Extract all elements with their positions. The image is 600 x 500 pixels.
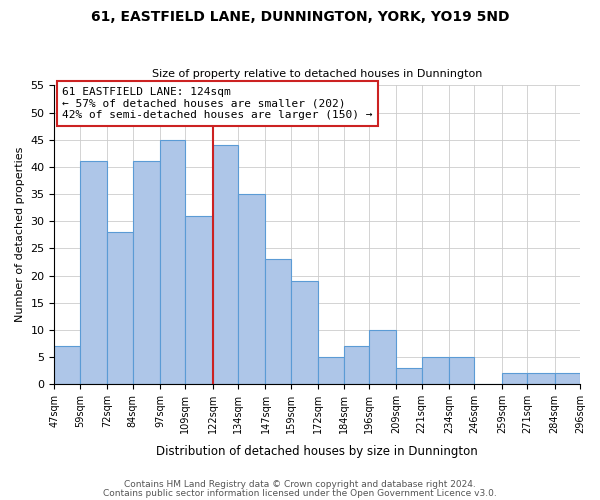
Bar: [160, 140, 185, 384]
Bar: [422, 357, 449, 384]
Bar: [265, 260, 291, 384]
Bar: [291, 281, 318, 384]
Text: Contains HM Land Registry data © Crown copyright and database right 2024.: Contains HM Land Registry data © Crown c…: [124, 480, 476, 489]
Bar: [133, 162, 160, 384]
Bar: [80, 162, 107, 384]
Text: 61, EASTFIELD LANE, DUNNINGTON, YORK, YO19 5ND: 61, EASTFIELD LANE, DUNNINGTON, YORK, YO…: [91, 10, 509, 24]
Title: Size of property relative to detached houses in Dunnington: Size of property relative to detached ho…: [152, 69, 482, 79]
Bar: [397, 368, 422, 384]
Bar: [369, 330, 397, 384]
Bar: [344, 346, 369, 385]
Bar: [554, 374, 580, 384]
Bar: [527, 374, 554, 384]
Bar: [238, 194, 265, 384]
Bar: [449, 357, 475, 384]
X-axis label: Distribution of detached houses by size in Dunnington: Distribution of detached houses by size …: [157, 444, 478, 458]
Text: 61 EASTFIELD LANE: 124sqm
← 57% of detached houses are smaller (202)
42% of semi: 61 EASTFIELD LANE: 124sqm ← 57% of detac…: [62, 87, 373, 120]
Bar: [318, 357, 344, 384]
Bar: [213, 145, 238, 384]
Bar: [502, 374, 527, 384]
Bar: [55, 346, 80, 385]
Y-axis label: Number of detached properties: Number of detached properties: [15, 147, 25, 322]
Bar: [107, 232, 133, 384]
Text: Contains public sector information licensed under the Open Government Licence v3: Contains public sector information licen…: [103, 488, 497, 498]
Bar: [185, 216, 213, 384]
